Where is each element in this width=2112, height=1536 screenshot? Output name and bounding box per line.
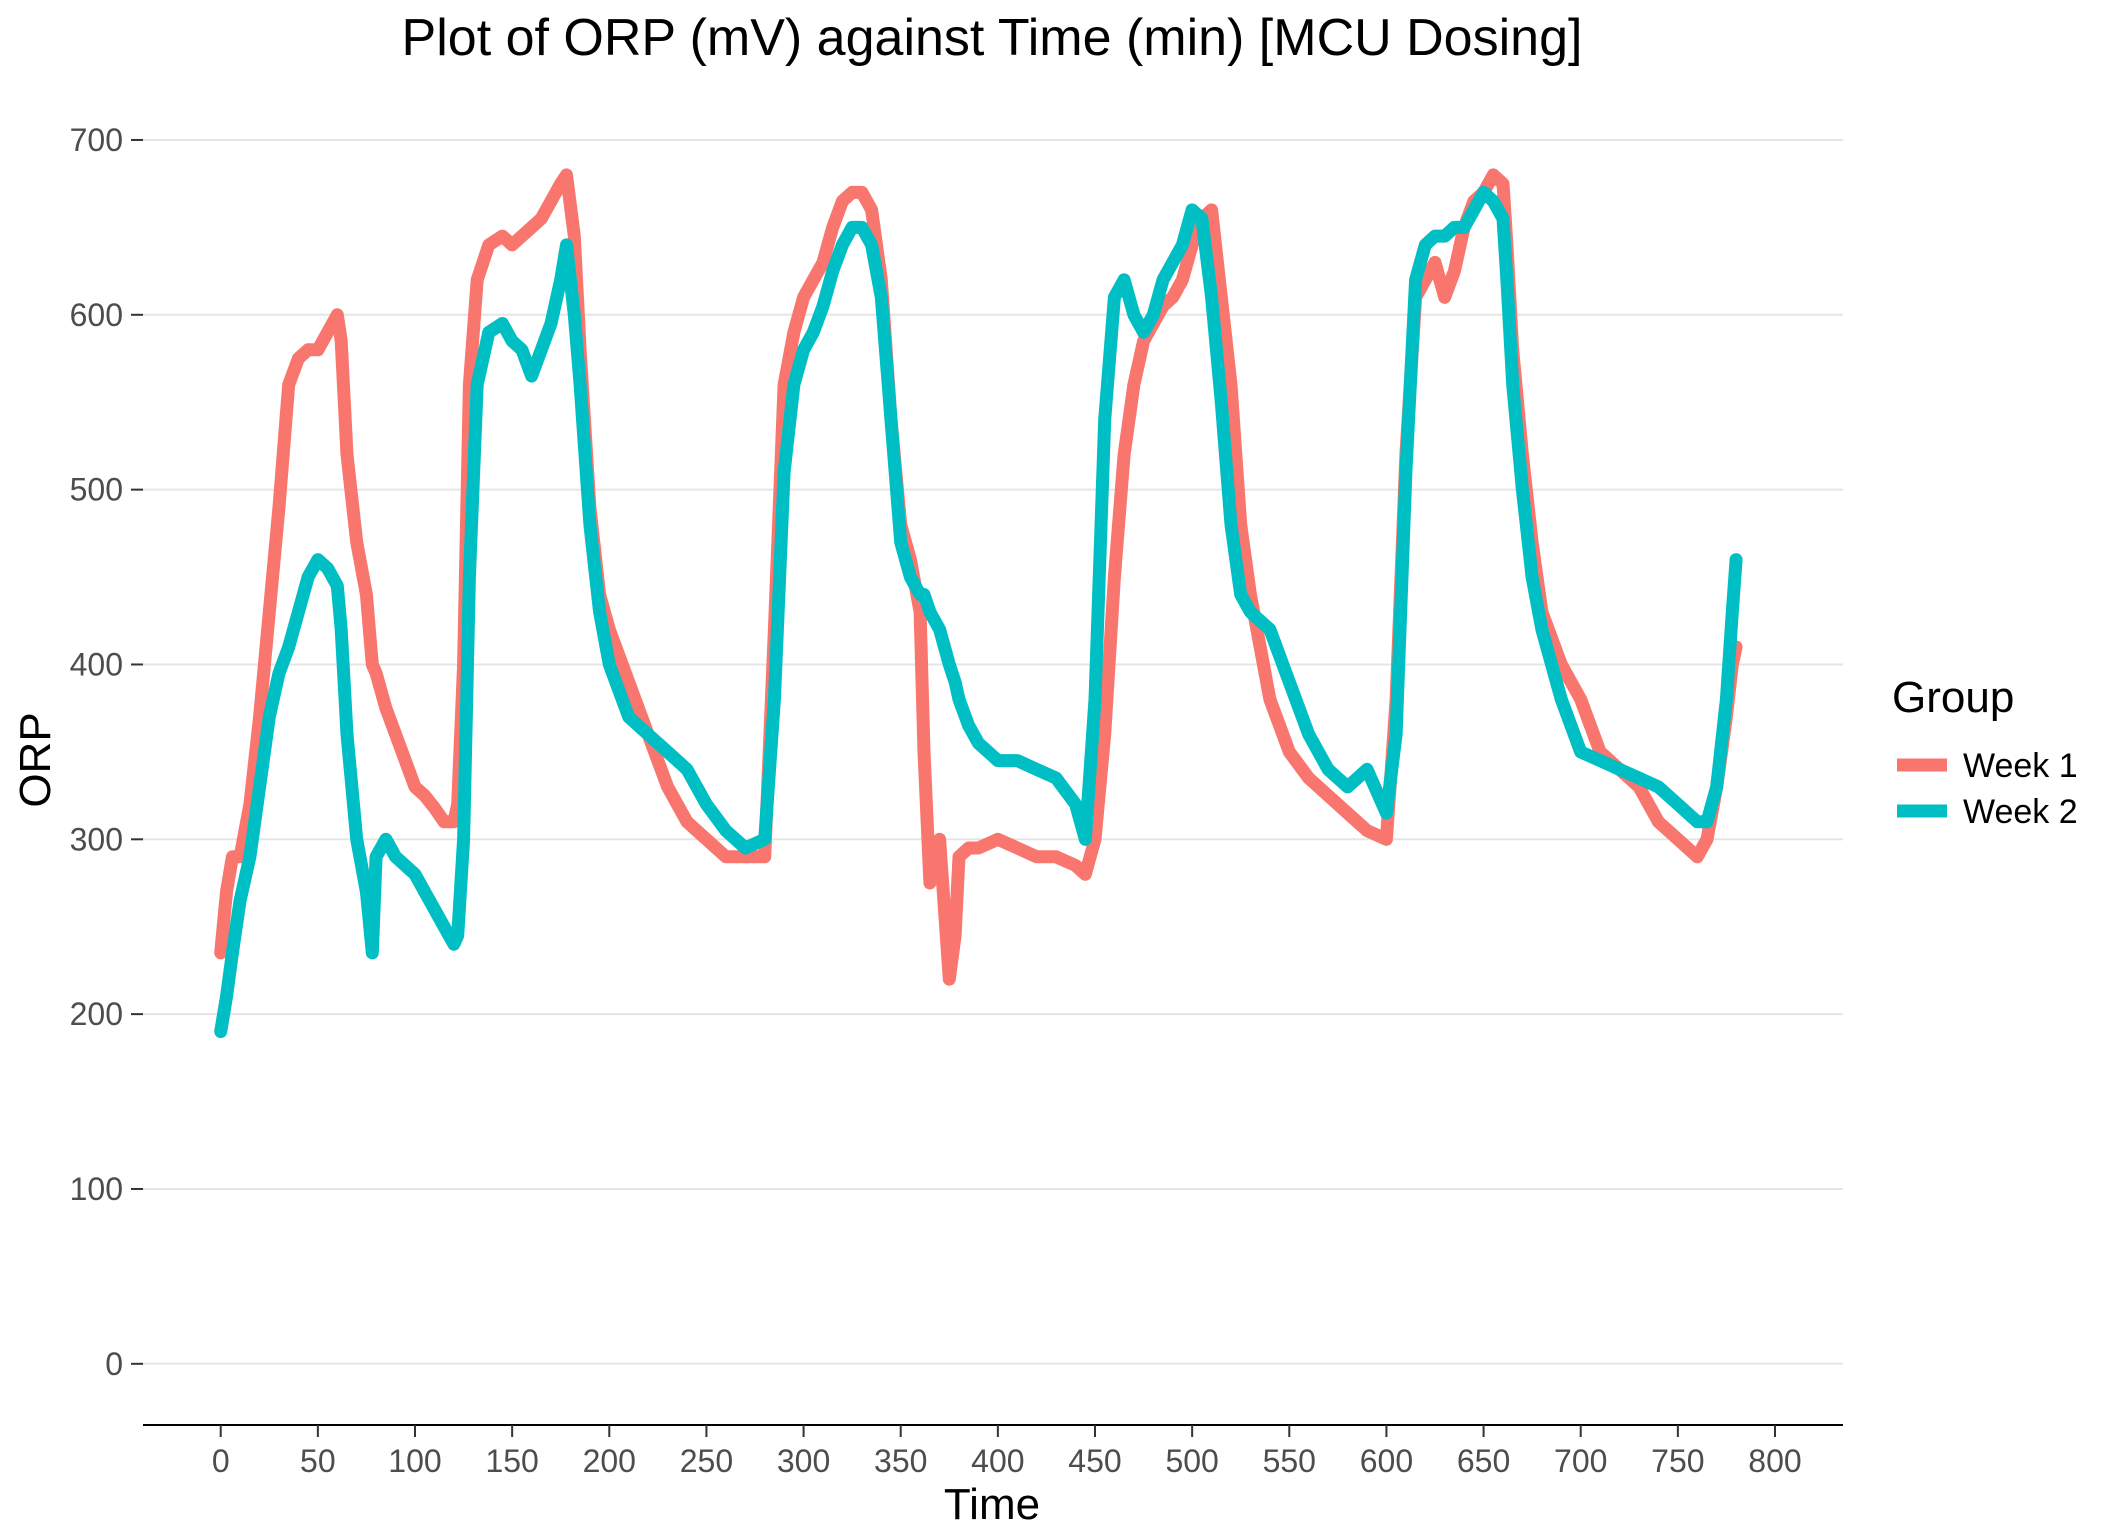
x-tick-label: 400	[971, 1443, 1024, 1479]
x-tick-label: 450	[1068, 1443, 1121, 1479]
x-tick-label: 800	[1748, 1443, 1801, 1479]
grid-lines	[143, 138, 1843, 1365]
x-tick-label: 700	[1554, 1443, 1607, 1479]
y-tick-label: 600	[70, 297, 123, 333]
x-tick-label: 750	[1651, 1443, 1704, 1479]
series-line-week-2	[214, 185, 1743, 1039]
y-tick-label: 200	[70, 996, 123, 1032]
x-tick-label: 350	[874, 1443, 927, 1479]
x-axis-title: Time	[944, 1480, 1040, 1529]
x-tick-label: 200	[583, 1443, 636, 1479]
x-axis-ticks: 0 50 100 150 200 250 300 350 400 450 500 550 600 650 7…	[212, 1425, 1802, 1479]
chart-title: Plot of ORP (mV) against Time (min) [MCU…	[402, 9, 1583, 67]
y-tick-label: 100	[70, 1171, 123, 1207]
legend-label-week-1: Week 1	[1963, 747, 2078, 785]
y-tick-label: 0	[105, 1346, 123, 1382]
y-tick-label: 700	[70, 122, 123, 158]
x-tick-label: 100	[388, 1443, 441, 1479]
legend-title: Group	[1892, 673, 2014, 722]
x-tick-label: 500	[1165, 1443, 1218, 1479]
x-tick-label: 150	[485, 1443, 538, 1479]
y-tick-label: 300	[70, 821, 123, 857]
x-tick-label: 300	[777, 1443, 830, 1479]
x-tick-label: 50	[300, 1443, 336, 1479]
y-axis-ticks: 0 100 200 300 400 500 600 700	[70, 122, 143, 1382]
x-tick-label: 650	[1457, 1443, 1510, 1479]
series-lines	[214, 168, 1743, 1039]
legend: Group Week 1 Week 2	[1892, 673, 2078, 831]
x-tick-label: 0	[212, 1443, 230, 1479]
legend-label-week-2: Week 2	[1963, 793, 2078, 831]
x-tick-label: 600	[1360, 1443, 1413, 1479]
y-axis-title: ORP	[11, 712, 60, 807]
y-tick-label: 400	[70, 646, 123, 682]
x-tick-label: 550	[1263, 1443, 1316, 1479]
y-tick-label: 500	[70, 472, 123, 508]
x-tick-label: 250	[680, 1443, 733, 1479]
